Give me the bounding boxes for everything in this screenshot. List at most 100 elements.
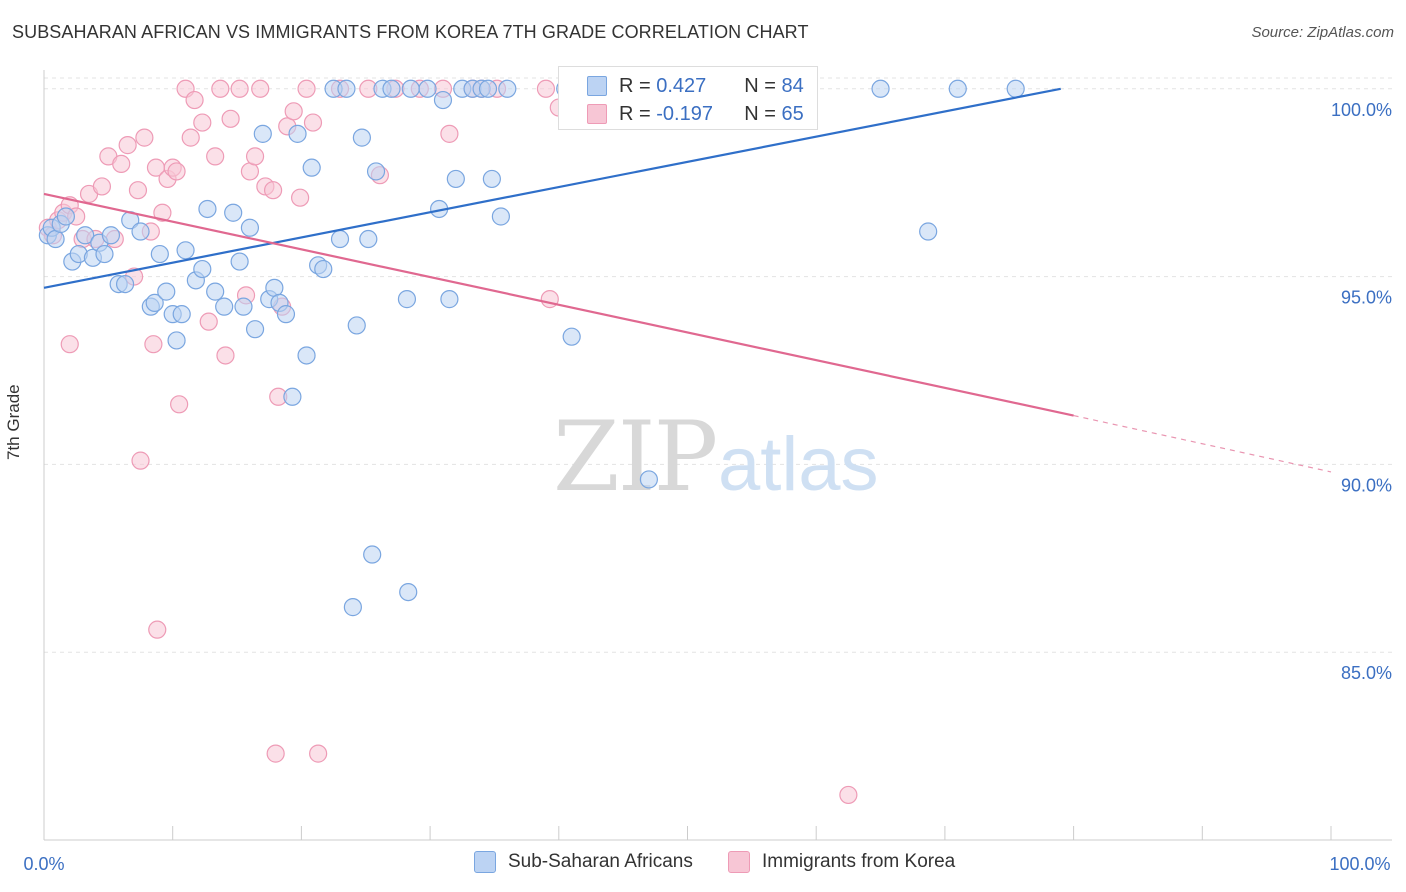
point-subsaharan <box>919 222 938 241</box>
point-subsaharan <box>157 282 176 301</box>
point-subsaharan <box>347 316 366 335</box>
x-tick-label-start: 0.0% <box>23 854 64 874</box>
point-subsaharan <box>76 226 95 245</box>
point-korea <box>144 335 163 354</box>
point-subsaharan <box>56 207 75 226</box>
point-subsaharan <box>401 79 420 98</box>
point-korea <box>251 79 270 98</box>
point-subsaharan <box>314 259 333 279</box>
point-subsaharan <box>1006 79 1025 98</box>
point-subsaharan <box>172 305 191 324</box>
point-subsaharan <box>382 79 401 98</box>
point-korea <box>206 147 225 166</box>
point-subsaharan <box>562 327 581 346</box>
point-subsaharan <box>95 244 114 264</box>
point-subsaharan <box>193 259 212 279</box>
point-subsaharan <box>206 282 225 301</box>
point-subsaharan <box>46 229 65 249</box>
point-subsaharan <box>948 79 967 98</box>
point-subsaharan <box>397 290 417 309</box>
point-subsaharan <box>482 169 501 189</box>
point-korea <box>216 346 235 365</box>
bottom-legend-swatch-blue <box>474 851 496 873</box>
point-subsaharan <box>639 470 658 489</box>
point-subsaharan <box>343 598 362 617</box>
point-subsaharan <box>150 244 169 264</box>
y-axis-label: 7th Grade <box>4 384 23 460</box>
point-korea <box>230 79 249 98</box>
point-korea <box>303 113 323 132</box>
point-subsaharan <box>131 222 150 241</box>
point-subsaharan <box>363 545 382 564</box>
point-korea <box>167 162 186 181</box>
point-korea <box>148 620 167 639</box>
point-korea <box>185 90 204 110</box>
point-subsaharan <box>115 274 135 294</box>
legend-n-label: N = <box>744 102 776 125</box>
point-subsaharan <box>871 79 890 98</box>
trend-line-subsaharan <box>43 87 1061 289</box>
chart-title: SUBSAHARAN AFRICAN VS IMMIGRANTS FROM KO… <box>12 22 809 42</box>
y-tick-label: 85.0% <box>1341 663 1392 683</box>
y-tick-label: 100.0% <box>1331 100 1392 120</box>
legend-n-value-pink: 65 <box>781 102 804 125</box>
point-korea <box>193 113 212 132</box>
point-subsaharan <box>240 218 260 237</box>
legend-r-value-blue: 0.427 <box>656 74 707 97</box>
legend-r-label: R = <box>619 102 651 125</box>
legend-n-label: N = <box>744 74 776 97</box>
point-subsaharan <box>359 229 378 249</box>
point-korea <box>112 154 131 174</box>
point-korea <box>199 312 218 331</box>
point-korea <box>266 744 285 763</box>
point-subsaharan <box>224 203 243 222</box>
legend-row-pink: R = -0.197 N = 65 <box>559 100 804 128</box>
point-korea <box>153 203 172 222</box>
point-korea <box>240 162 260 181</box>
point-korea <box>128 181 148 200</box>
point-subsaharan <box>366 162 386 181</box>
point-subsaharan <box>297 346 316 365</box>
bottom-legend-blue: Sub-Saharan Africans <box>474 851 693 873</box>
point-subsaharan <box>265 278 284 297</box>
point-korea <box>309 744 328 763</box>
point-subsaharan <box>337 79 356 98</box>
point-korea <box>263 181 283 200</box>
point-korea <box>181 128 200 147</box>
bottom-legend-pink: Immigrants from Korea <box>728 851 955 873</box>
stats-legend: R = 0.427 N = 84 R = -0.197 N = 65 <box>558 66 818 130</box>
legend-r-label: R = <box>619 74 651 97</box>
point-subsaharan <box>101 226 121 245</box>
tick-labels: 85.0% 90.0% 95.0% 100.0% 0.0% 100.0% <box>23 100 1392 874</box>
point-subsaharan <box>440 290 459 309</box>
point-korea <box>297 79 316 98</box>
point-korea <box>440 124 459 143</box>
point-subsaharan <box>283 387 302 406</box>
watermark-atlas: atlas <box>718 422 879 507</box>
y-tick-label: 95.0% <box>1341 288 1392 308</box>
point-subsaharan <box>215 297 234 316</box>
legend-r-value-pink: -0.197 <box>656 102 713 125</box>
point-subsaharan <box>418 79 437 98</box>
axis-layer <box>43 70 1392 841</box>
point-korea <box>135 128 154 147</box>
point-korea <box>170 395 189 414</box>
series-blue-points <box>38 79 1025 617</box>
bottom-legend-label-blue: Sub-Saharan Africans <box>508 851 693 872</box>
point-subsaharan <box>491 207 510 226</box>
legend-swatch-pink <box>587 104 607 124</box>
point-korea <box>118 136 137 155</box>
bottom-legend-label-pink: Immigrants from Korea <box>762 851 956 872</box>
point-subsaharan <box>167 331 186 350</box>
point-subsaharan <box>230 252 249 271</box>
point-korea <box>131 451 150 470</box>
trend-lines <box>43 87 1332 473</box>
legend-row-blue: R = 0.427 N = 84 <box>559 72 804 100</box>
point-korea <box>839 785 858 805</box>
point-korea <box>291 188 310 207</box>
point-subsaharan <box>145 293 164 312</box>
watermark-zip: ZIP <box>553 401 716 513</box>
watermark: ZIP atlas <box>553 401 879 513</box>
point-subsaharan <box>498 79 517 98</box>
